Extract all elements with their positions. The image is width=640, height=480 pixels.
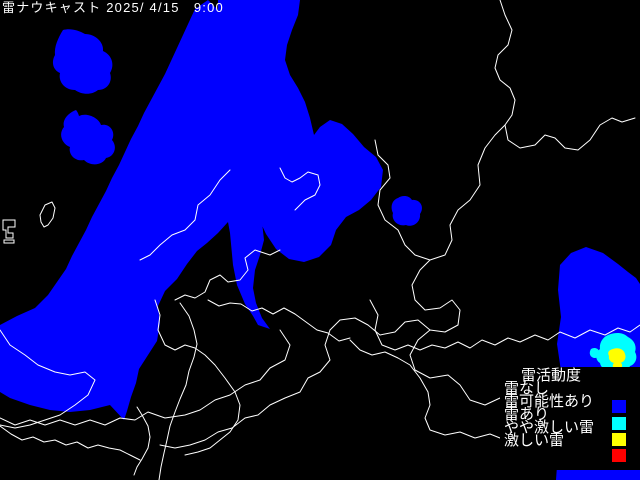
svg-text:雷ナウキャスト 2025/ 4/15 9:00: 雷ナウキャスト 2025/ 4/15 9:00 xyxy=(2,0,224,15)
svg-text:激しい雷: 激しい雷 xyxy=(504,432,564,449)
